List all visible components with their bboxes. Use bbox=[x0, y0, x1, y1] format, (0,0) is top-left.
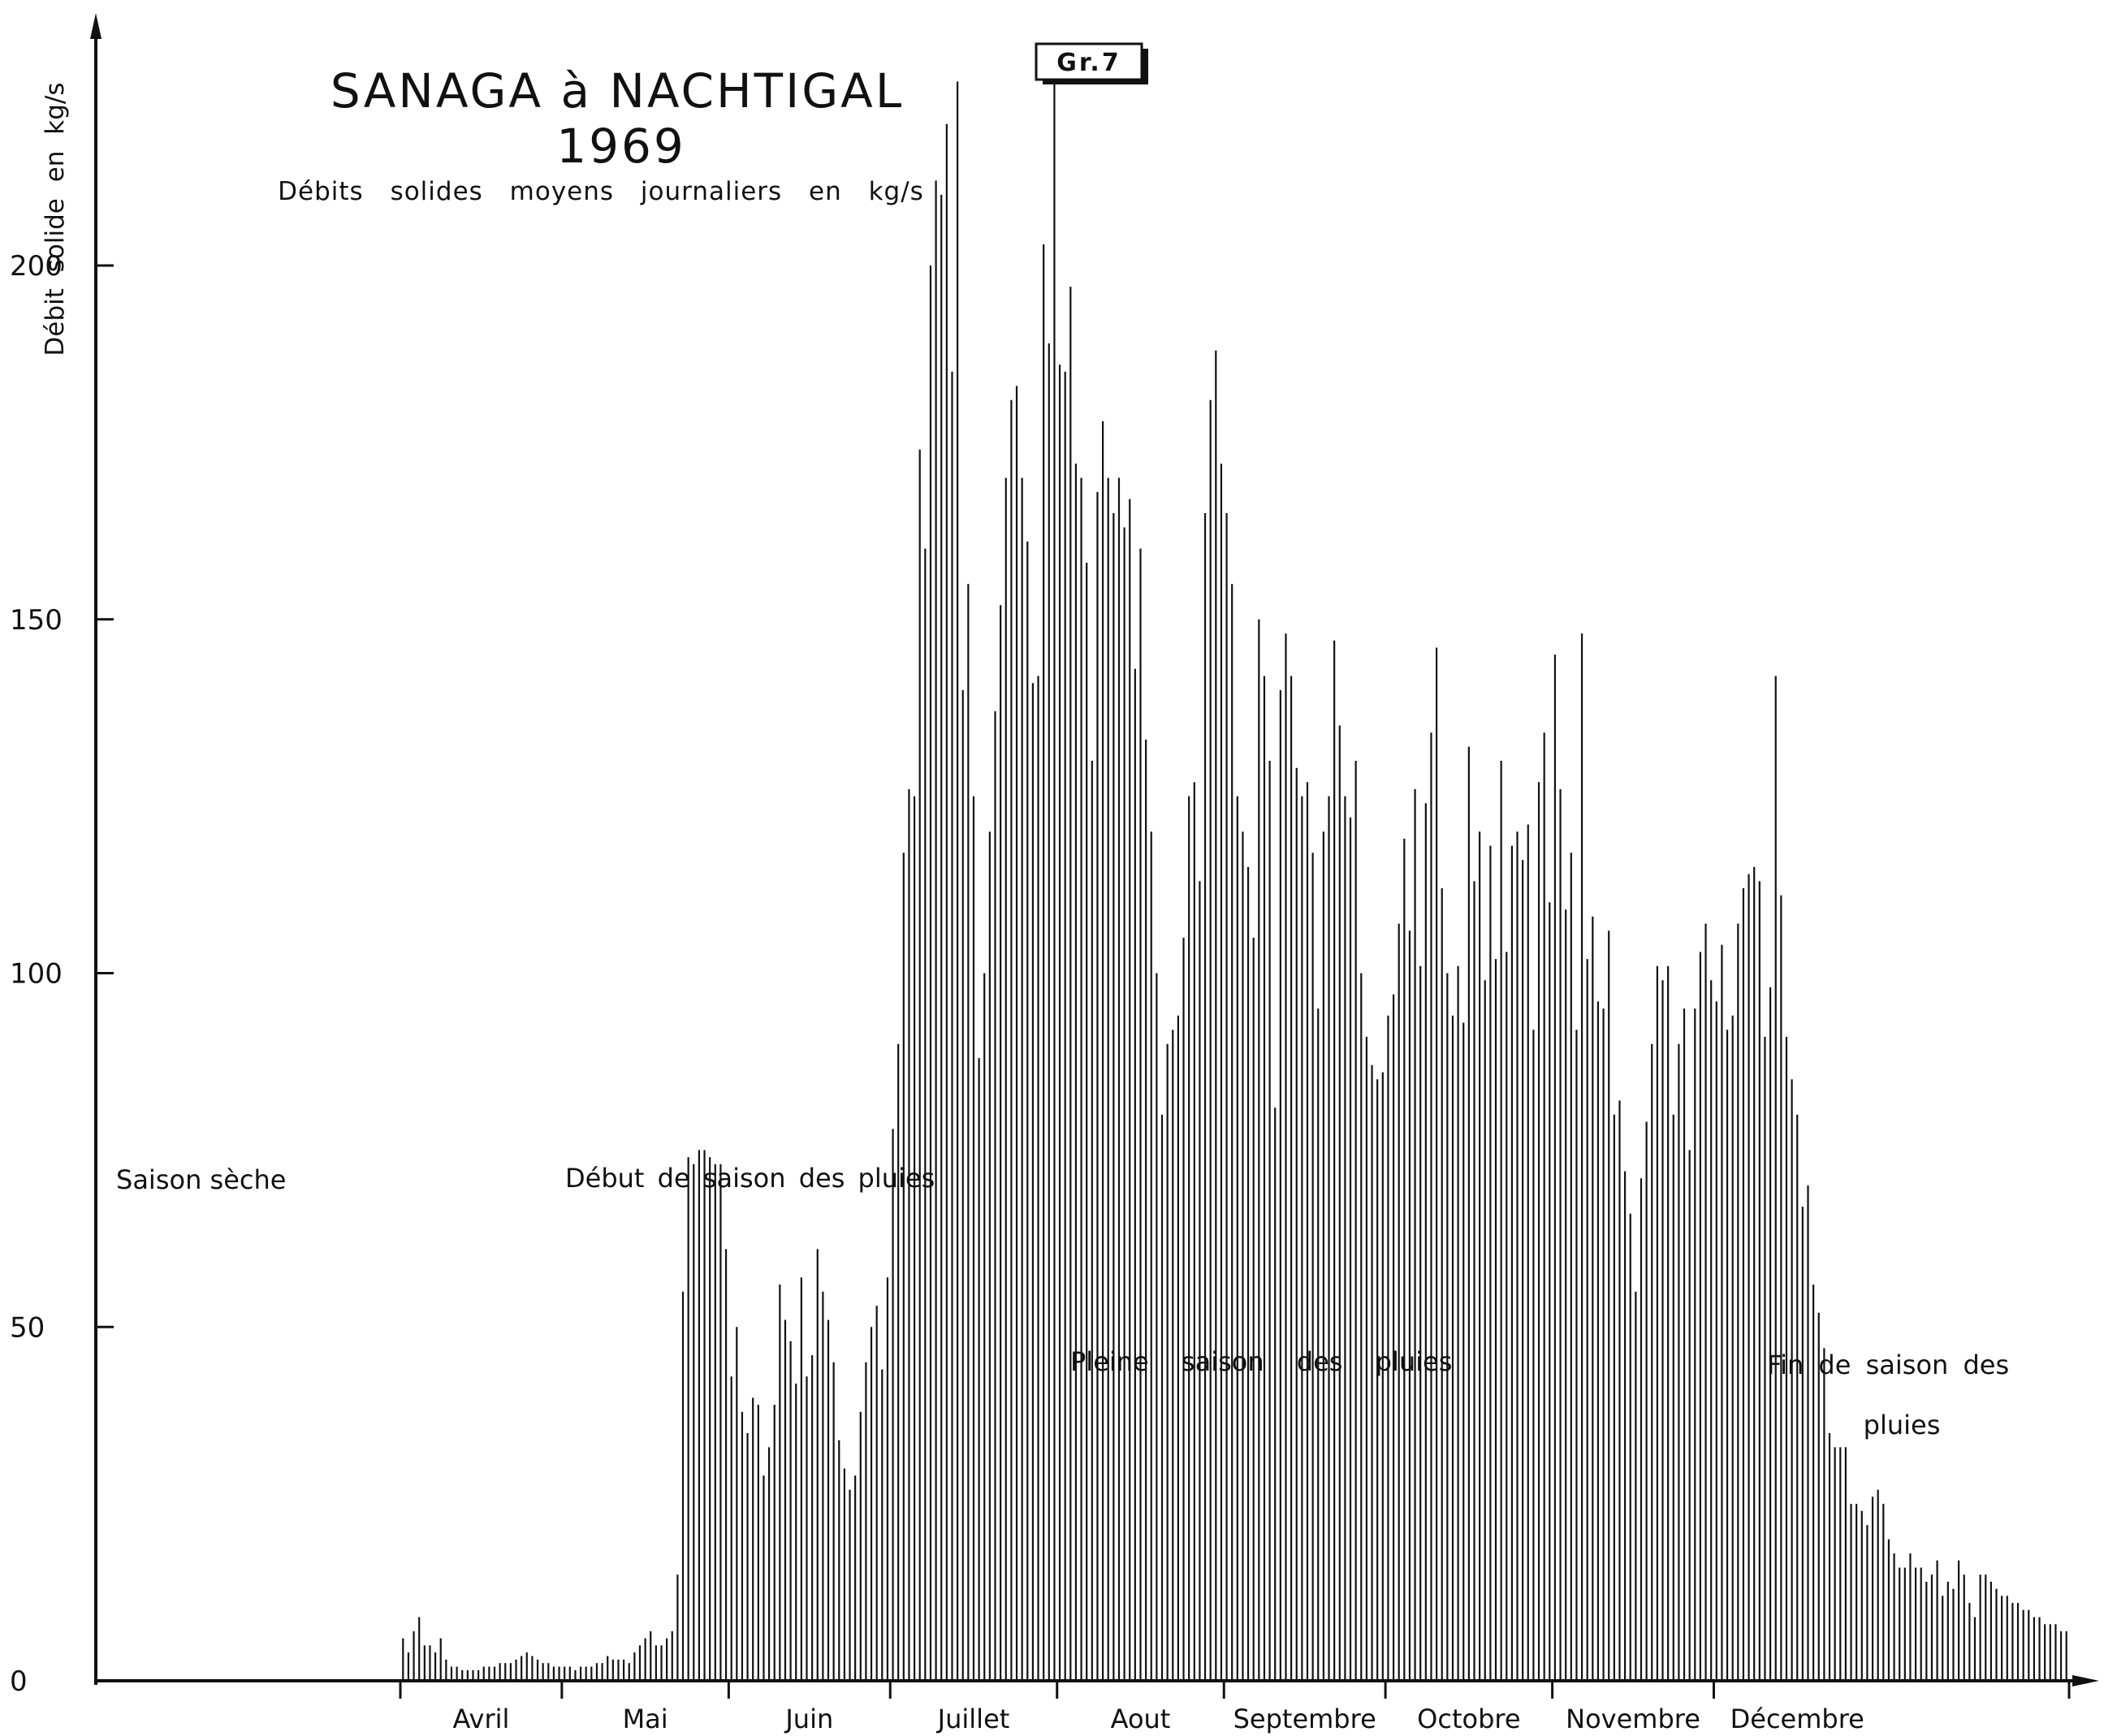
month-label-3: Juin bbox=[784, 1704, 833, 1734]
y-axis-arrow bbox=[90, 13, 102, 39]
y-tick-label-150: 150 bbox=[10, 604, 63, 637]
month-label-6: Septembre bbox=[1233, 1704, 1376, 1734]
month-label-8: Novembre bbox=[1566, 1704, 1700, 1734]
bars bbox=[402, 81, 2067, 1681]
y-axis-label: Débit solide en kg/s bbox=[41, 83, 70, 356]
month-label-4: Juillet bbox=[936, 1704, 1010, 1734]
chart-caption: Débits solides moyens journaliers en kg/… bbox=[278, 177, 924, 206]
month-label-2: Mai bbox=[623, 1704, 668, 1734]
annotation-rain-end: Fin de saison des bbox=[1767, 1350, 2009, 1380]
annotation-rain-start: Début de saison des pluies bbox=[565, 1163, 935, 1194]
month-ticks: Avril Mai Juin Juillet Aout Septembre Octobre N… bbox=[399, 1681, 2071, 1734]
month-label-1: Avril bbox=[452, 1704, 509, 1734]
y-tick-label-100: 100 bbox=[10, 958, 63, 991]
annotation-dry-season: Saison sèche bbox=[116, 1164, 286, 1195]
y-tick-label-200: 200 bbox=[10, 250, 63, 283]
x-axis-arrow bbox=[2072, 1675, 2099, 1686]
annotation-rain-full: Pleine saison des pluies bbox=[1070, 1346, 1452, 1377]
month-label-5: Aout bbox=[1111, 1704, 1171, 1734]
annotation-rain-end-2: pluies bbox=[1864, 1410, 1941, 1440]
month-label-7: Octobre bbox=[1417, 1704, 1520, 1734]
chart-title: SANAGA à NACHTIGAL bbox=[331, 63, 904, 119]
y-tick-label-0: 0 bbox=[10, 1665, 28, 1698]
month-label-9: Décembre bbox=[1730, 1704, 1864, 1734]
figure-label: Gr.7 bbox=[1056, 49, 1121, 77]
figure-label-box: Gr.7 bbox=[1035, 42, 1148, 84]
chart-subtitle: 1969 bbox=[556, 119, 686, 174]
y-tick-label-50: 50 bbox=[10, 1311, 45, 1344]
y-ticks: 0 50 100 150 200 bbox=[10, 250, 114, 1698]
